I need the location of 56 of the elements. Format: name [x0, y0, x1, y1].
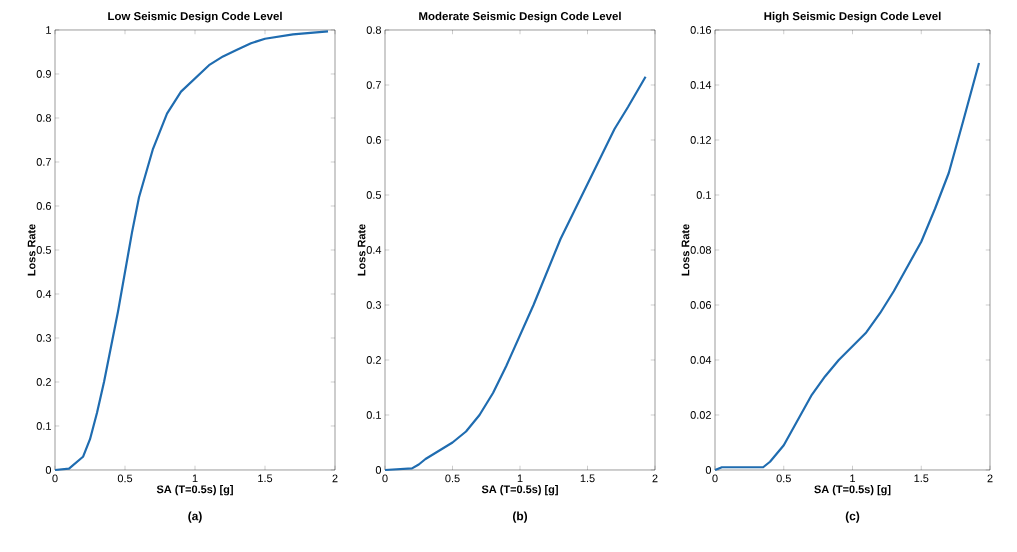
y-tick-label: 0 [45, 466, 52, 474]
x-axis-title: SA (T=0.5s) [g] [156, 485, 233, 496]
y-tick-label: 0 [375, 466, 382, 474]
y-tick-label: 0.2 [366, 356, 381, 364]
y-tick-label: 0.08 [690, 246, 711, 254]
y-tick-label: 0.9 [36, 70, 51, 78]
y-axis-title: Loss Rate [357, 224, 366, 276]
text: (a) [188, 511, 202, 523]
x-tick-label: 0.5 [776, 474, 791, 483]
y-axis-title: Loss Rate [681, 224, 690, 276]
x-tick-label: 1 [192, 474, 198, 483]
text: (b) [512, 511, 528, 523]
y-tick-label: 0.1 [696, 191, 711, 199]
y-axis-title: Loss Rate [27, 224, 36, 276]
y-tick-label: 0.5 [366, 191, 382, 199]
x-tick-label: 1.5 [258, 474, 273, 483]
y-tick-label: 0.14 [690, 81, 712, 89]
y-tick-label: 0.3 [36, 334, 52, 342]
x-tick-label: 0 [712, 474, 718, 483]
y-tick-label: 0.6 [366, 136, 382, 144]
y-tick-label: 0.7 [36, 158, 51, 166]
y-tick-label: 0.04 [690, 356, 712, 364]
x-tick-label: 2 [987, 474, 993, 483]
x-tick-label: 0.5 [117, 474, 133, 483]
y-tick-label: 0.6 [36, 202, 52, 210]
y-tick-label: 0.7 [366, 81, 381, 89]
x-tick-label: 2 [332, 474, 338, 483]
y-tick-label: 0.4 [366, 246, 382, 254]
x-tick-label: 0 [382, 474, 388, 483]
y-tick-label: 0.06 [690, 301, 711, 309]
y-tick-label: 0.5 [36, 246, 52, 254]
x-tick-label: 2 [652, 474, 658, 483]
x-axis-title: SA (T=0.5s) [g] [481, 485, 558, 496]
y-tick-label: 0.02 [690, 411, 711, 419]
chart-title: Low Seismic Design Code Level [108, 11, 282, 23]
chart-title: Moderate Seismic Design Code Level [419, 11, 621, 23]
y-tick-label: 0.8 [366, 26, 382, 34]
y-tick-label: 0.1 [36, 422, 51, 430]
y-tick-label: 0.1 [366, 411, 381, 419]
y-tick-label: 0.12 [690, 136, 711, 144]
x-tick-label: 1 [850, 474, 856, 483]
x-tick-label: 1 [517, 474, 523, 483]
y-tick-label: 0.2 [36, 378, 51, 386]
y-tick-label: 1 [46, 26, 51, 34]
y-tick-label: 0.4 [36, 290, 52, 298]
x-tick-label: 0 [52, 474, 58, 483]
text: (c) [845, 511, 860, 523]
chart-title: High Seismic Design Code Level [764, 11, 941, 23]
x-tick-label: 0.5 [445, 474, 460, 483]
x-tick-label: 1.5 [580, 474, 595, 483]
y-tick-label: 0.16 [690, 26, 711, 34]
y-tick-label: 0.3 [366, 301, 382, 309]
y-tick-label: 0.8 [36, 114, 52, 122]
x-axis-title: SA (T=0.5s) [g] [814, 485, 891, 496]
y-tick-label: 0 [705, 466, 712, 474]
x-tick-label: 1.5 [914, 474, 929, 483]
